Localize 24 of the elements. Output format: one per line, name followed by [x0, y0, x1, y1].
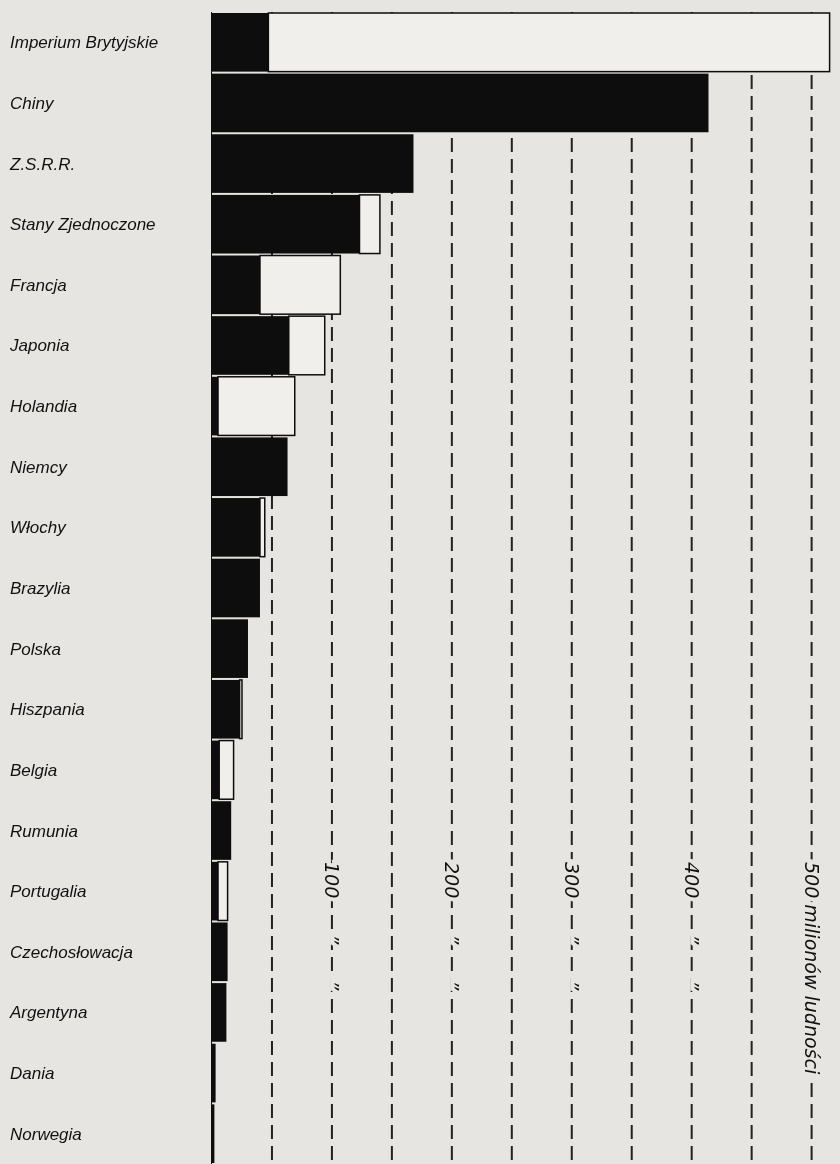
y-tick-label: Czechosłowacja — [10, 942, 133, 962]
y-tick-label: Chiny — [10, 93, 55, 113]
y-tick-label: Brazylia — [10, 579, 71, 598]
y-tick-label: Niemcy — [10, 457, 69, 477]
y-tick-label: Włochy — [10, 518, 68, 538]
y-tick-label: Hiszpania — [10, 700, 85, 720]
y-tick-label: Polska — [10, 639, 62, 659]
y-tick-label: Argentyna — [9, 1003, 88, 1023]
y-tick-label: Stany Zjednoczone — [10, 215, 156, 235]
x-tick-label: 100 ” ” — [320, 862, 343, 991]
x-tick-label: 300 ” ” — [560, 862, 583, 991]
y-tick-label: Holandia — [10, 397, 78, 417]
y-tick-label: Rumunia — [10, 821, 79, 841]
y-tick-label: Dania — [10, 1064, 55, 1084]
x-tick-label: 200 ” ” — [440, 862, 463, 991]
y-tick-label: Portugalia — [10, 882, 87, 902]
y-tick-label: Francja — [10, 275, 67, 295]
y-tick-label: Japonia — [9, 336, 70, 356]
y-tick-label: Belgia — [10, 760, 58, 780]
y-tick-label: Z.S.R.R. — [9, 154, 76, 174]
x-tick-label: 400 ” ” — [680, 862, 703, 991]
y-tick-label: Norwegia — [10, 1124, 82, 1144]
y-tick-label: Imperium Brytyjskie — [10, 33, 159, 53]
x-tick-label: 500 milionów ludności — [800, 862, 823, 1075]
